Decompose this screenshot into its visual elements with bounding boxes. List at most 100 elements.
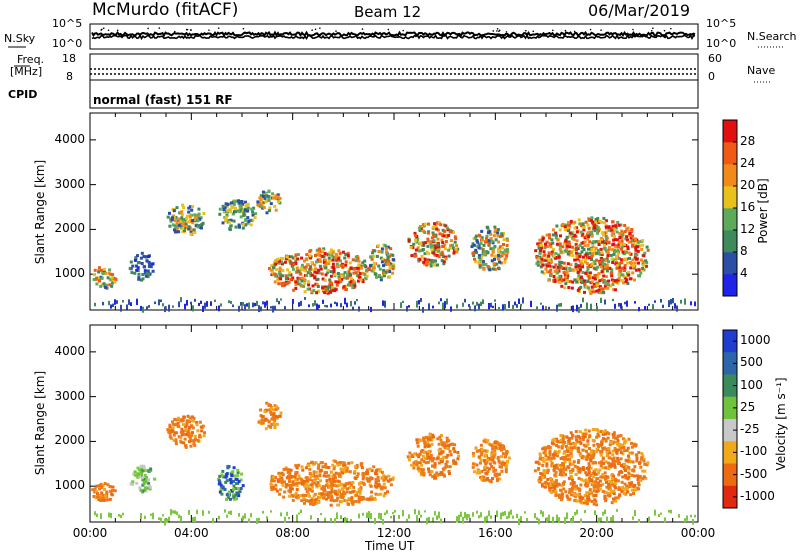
echo-cell: [611, 243, 615, 247]
echo-cell: [629, 240, 633, 244]
echo-cell: [542, 451, 546, 455]
echo-cell: [232, 479, 235, 483]
echo-cell: [594, 218, 598, 221]
echo-cell: [591, 276, 595, 280]
echo-cell: [341, 250, 345, 254]
echo-cell: [607, 491, 611, 495]
echo-cell: [496, 234, 500, 238]
echo-cell: [579, 501, 583, 505]
echo-cell: [662, 304, 664, 308]
echo-cell: [551, 453, 555, 457]
echo-cell: [274, 194, 278, 198]
sky-noise-dot: [663, 29, 666, 32]
echo-cell: [280, 282, 284, 286]
echo-cell: [616, 448, 620, 452]
echo-cell: [503, 260, 507, 264]
echo-cell: [478, 470, 482, 474]
echo-cell: [441, 441, 445, 445]
echo-cell: [627, 273, 631, 277]
echo-cell: [566, 512, 568, 520]
echo-cell: [582, 240, 585, 244]
echo-cell: [556, 265, 560, 269]
echo-cell: [584, 271, 588, 275]
echo-cell: [455, 250, 459, 254]
echo-cell: [472, 454, 476, 458]
echo-cell: [556, 451, 560, 454]
echo-cell: [619, 434, 623, 438]
echo-cell: [690, 514, 692, 518]
echo-cell: [180, 213, 184, 217]
echo-cell: [565, 272, 569, 276]
echo-cell: [565, 435, 569, 439]
echo-cell: [262, 194, 265, 198]
echo-cell: [483, 458, 486, 462]
echo-cell: [635, 253, 639, 257]
echo-cell: [176, 226, 180, 230]
echo-cell: [567, 286, 571, 289]
echo-cell: [331, 262, 335, 266]
echo-cell: [232, 466, 236, 470]
echo-cell: [346, 517, 348, 522]
echo-cell: [179, 211, 183, 215]
echo-cell: [497, 247, 500, 251]
echo-cell: [558, 281, 562, 284]
echo-cell: [575, 230, 579, 234]
echo-cell: [600, 517, 602, 522]
echo-cell: [604, 460, 608, 464]
echo-cell: [613, 465, 617, 469]
echo-cell: [540, 239, 544, 243]
echo-cell: [560, 466, 564, 469]
sky-left-tick-top: 10^5: [52, 17, 83, 30]
echo-cell: [454, 247, 458, 251]
echo-cell: [162, 514, 164, 517]
echo-cell: [185, 423, 189, 427]
echo-cell: [599, 464, 603, 468]
echo-cell: [549, 268, 553, 272]
echo-cell: [280, 478, 284, 482]
echo-cell: [605, 454, 609, 458]
echo-cell: [475, 463, 479, 467]
echo-cell: [334, 255, 338, 259]
echo-cell: [436, 263, 439, 267]
echo-cell: [430, 442, 434, 446]
echo-cell: [383, 486, 387, 490]
echo-cell: [171, 426, 175, 430]
echo-cell: [550, 250, 554, 254]
echo-cell: [422, 307, 424, 313]
echo-cell: [277, 261, 281, 265]
echo-cell: [351, 490, 354, 494]
echo-cell: [544, 469, 548, 473]
echo-cell: [374, 484, 378, 488]
date-label: 06/Mar/2019: [588, 1, 691, 20]
echo-cell: [483, 478, 487, 482]
echo-cell: [565, 276, 569, 280]
echo-cell: [430, 459, 434, 463]
echo-cell: [295, 481, 299, 485]
echo-cell: [547, 258, 551, 262]
echo-cell: [541, 263, 545, 267]
echo-cell: [225, 493, 229, 497]
echo-cell: [322, 247, 326, 251]
echo-cell: [594, 468, 598, 472]
echo-cell: [634, 510, 636, 516]
echo-cell: [434, 246, 438, 250]
echo-cell: [284, 277, 288, 281]
echo-cell: [568, 460, 572, 464]
echo-cell: [334, 301, 336, 305]
echo-cell: [326, 305, 328, 308]
echo-cell: [558, 303, 560, 307]
power-colorbar-tick-label: 20: [740, 178, 756, 192]
echo-cell: [694, 514, 696, 518]
echo-cell: [311, 284, 315, 288]
echo-cell: [430, 244, 434, 248]
echo-cell: [324, 273, 328, 277]
echo-cell: [635, 453, 639, 457]
echo-cell: [314, 470, 318, 474]
echo-cell: [272, 305, 274, 313]
echo-cell: [595, 240, 598, 244]
echo-cell: [552, 275, 556, 278]
echo-cell: [140, 476, 144, 480]
echo-cell: [126, 304, 128, 310]
echo-cell: [617, 240, 621, 244]
echo-cell: [567, 221, 570, 225]
